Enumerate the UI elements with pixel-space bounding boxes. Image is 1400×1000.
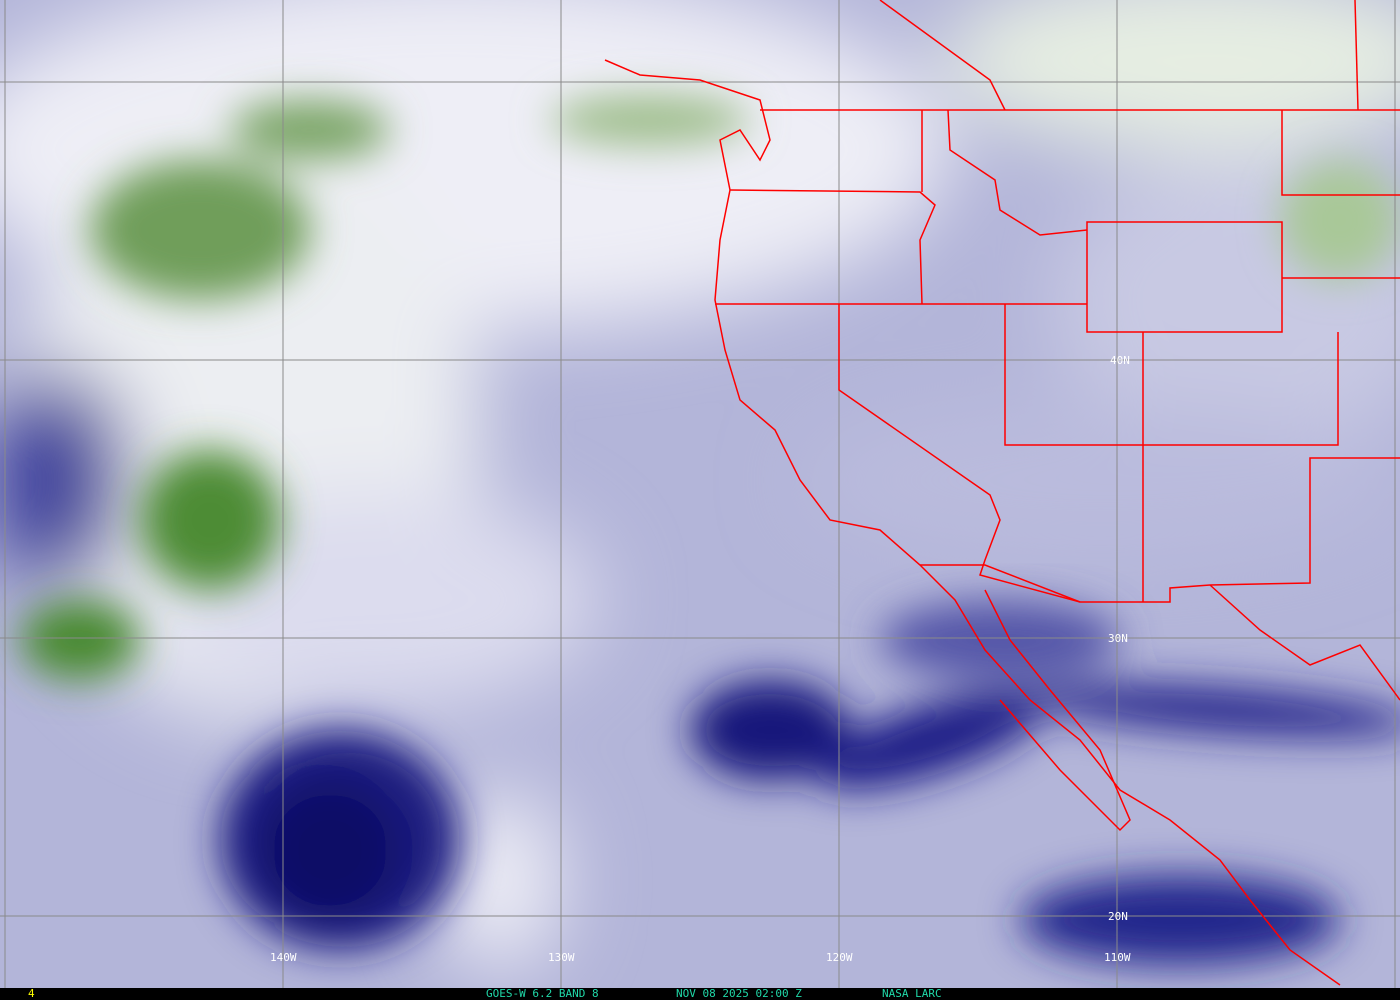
status-bar: 4 GOES-W 6.2 BAND 8 NOV 08 2025 02:00 Z … bbox=[0, 988, 1400, 1000]
lon-label-110w: 110W bbox=[1104, 951, 1131, 964]
lon-label-130w: 130W bbox=[548, 951, 575, 964]
green-cold-cloud-tops bbox=[20, 95, 1400, 680]
cloud-field bbox=[0, 0, 1400, 970]
lat-label-40n: 40N bbox=[1110, 354, 1130, 367]
source-label: NASA LARC bbox=[882, 987, 942, 1000]
lat-label-30n: 30N bbox=[1108, 632, 1128, 645]
frame-number: 4 bbox=[28, 987, 35, 1000]
political-borders bbox=[604, 0, 1400, 986]
dry-slots bbox=[220, 600, 1400, 965]
lat-label-20n: 20N bbox=[1108, 910, 1128, 923]
lon-label-120w: 120W bbox=[826, 951, 853, 964]
lon-label-140w: 140W bbox=[270, 951, 297, 964]
product-label: GOES-W 6.2 BAND 8 bbox=[486, 987, 599, 1000]
timestamp: NOV 08 2025 02:00 Z bbox=[676, 987, 802, 1000]
